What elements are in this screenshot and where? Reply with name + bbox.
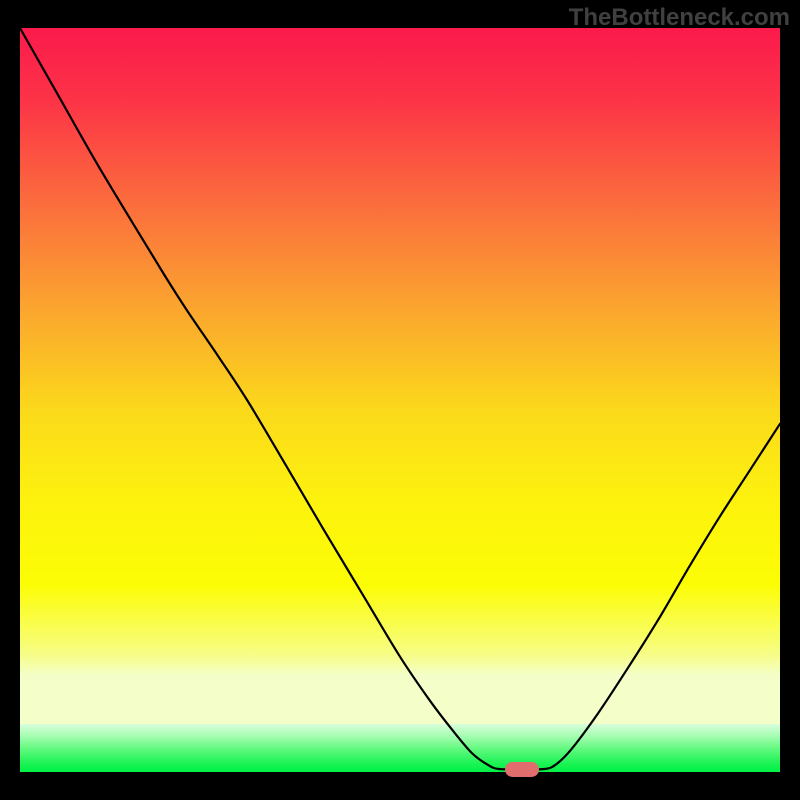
- watermark-text: TheBottleneck.com: [569, 4, 790, 32]
- plot-area: [20, 28, 780, 772]
- chart-frame: TheBottleneck.com: [0, 0, 800, 800]
- bottleneck-curve: [20, 28, 780, 772]
- curve-path: [20, 28, 780, 769]
- sweet-spot-marker: [505, 762, 539, 777]
